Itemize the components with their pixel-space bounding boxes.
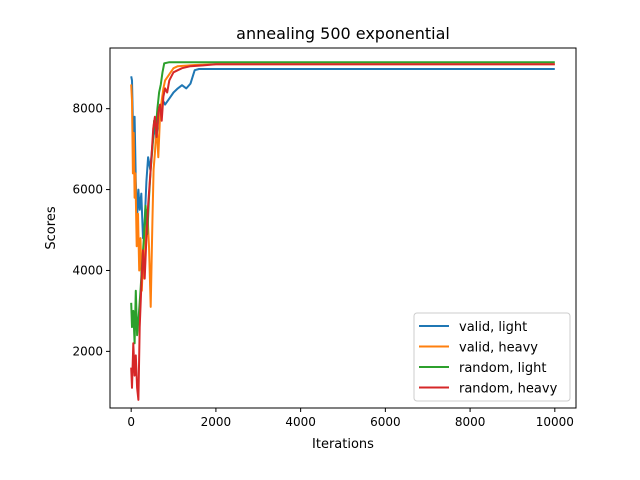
legend-label-2: random, light bbox=[459, 361, 547, 376]
y-axis-label: Scores bbox=[44, 206, 59, 249]
y-tick-label-1: 4000 bbox=[72, 263, 103, 277]
y-axis-ticks: 2000 4000 6000 8000 bbox=[72, 102, 110, 358]
series-line-3 bbox=[130, 63, 555, 401]
legend-label-1: valid, heavy bbox=[459, 341, 538, 356]
legend: valid, light valid, heavy random, light ran… bbox=[413, 312, 571, 402]
legend-label-0: valid, light bbox=[459, 320, 527, 335]
series-line-1 bbox=[130, 63, 555, 308]
series-lines bbox=[130, 61, 555, 401]
x-tick-label-4: 8000 bbox=[455, 415, 486, 429]
x-tick-label-1: 2000 bbox=[201, 415, 232, 429]
x-tick-label-0: 0 bbox=[127, 415, 135, 429]
legend-label-3: random, heavy bbox=[459, 382, 558, 397]
y-tick-label-2: 6000 bbox=[72, 183, 103, 197]
y-tick-label-3: 8000 bbox=[72, 102, 103, 116]
x-axis-ticks: 0 2000 4000 6000 8000 10000 bbox=[127, 408, 574, 429]
x-tick-label-2: 4000 bbox=[285, 415, 316, 429]
x-tick-label-5: 10000 bbox=[536, 415, 574, 429]
y-tick-label-0: 2000 bbox=[72, 344, 103, 358]
x-axis-label: Iterations bbox=[312, 437, 374, 452]
x-tick-label-3: 6000 bbox=[370, 415, 401, 429]
plot-frame bbox=[109, 47, 577, 409]
legend-box bbox=[413, 312, 571, 402]
chart-title: annealing 500 exponential bbox=[236, 24, 450, 43]
